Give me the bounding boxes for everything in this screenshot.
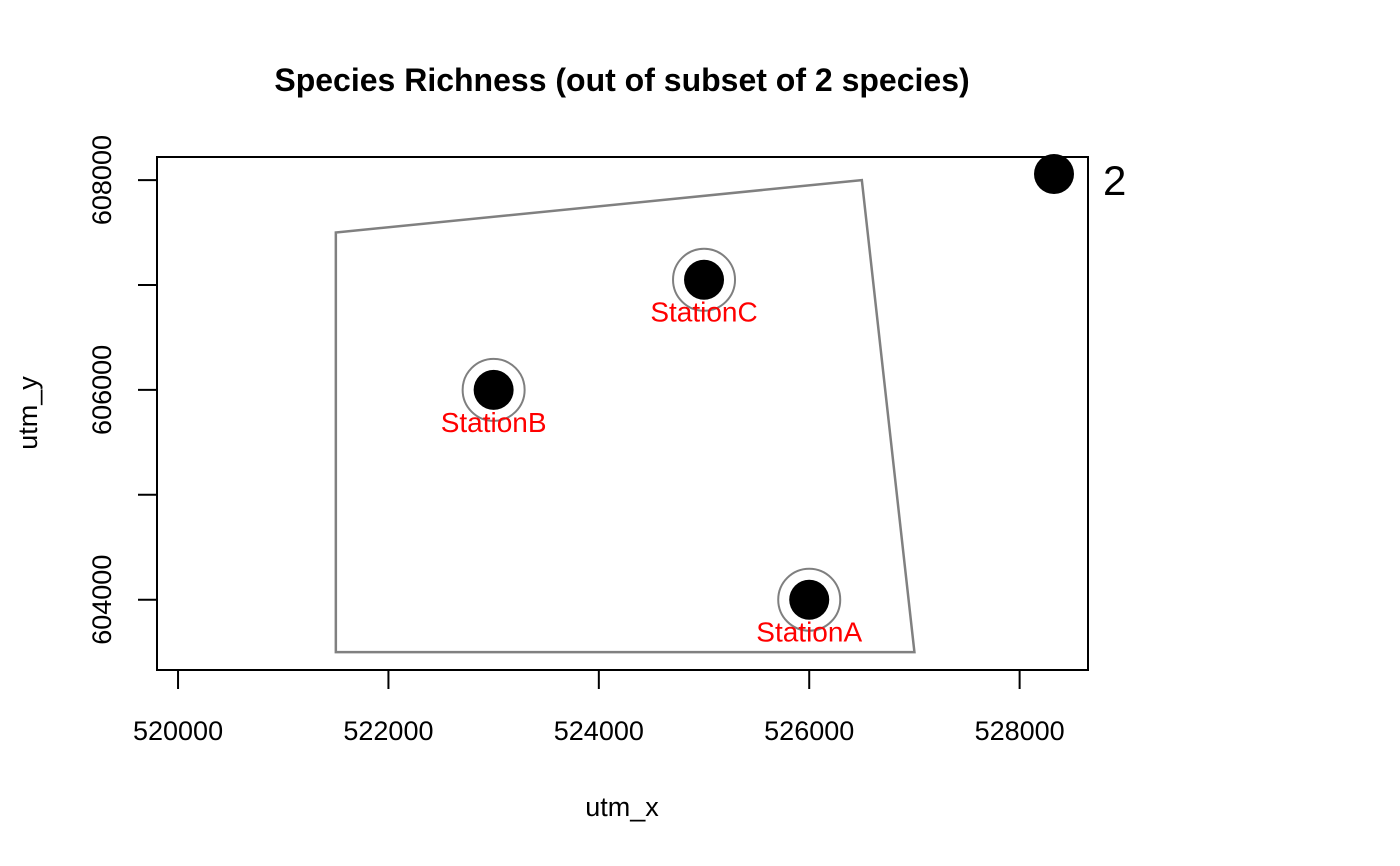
x-axis: 520000 522000 524000 526000 528000 — [133, 669, 1065, 746]
legend-point-marker — [1034, 154, 1074, 194]
legend-label: 2 — [1103, 157, 1126, 204]
y-axis-label: utm_y — [13, 376, 43, 450]
plot-area-frame — [156, 156, 1089, 671]
station-points-layer — [461, 247, 842, 632]
station-point-1 — [473, 369, 514, 410]
richness-legend: 2 — [1034, 154, 1126, 204]
y-axis: 604000 606000 608000 — [87, 135, 158, 645]
station-point-0 — [789, 579, 830, 620]
y-tick-label-4: 608000 — [87, 135, 117, 225]
x-tick-label-2: 524000 — [554, 716, 644, 746]
station-labels-layer: StationA StationB StationC — [441, 297, 863, 648]
chart-title: Species Richness (out of subset of 2 spe… — [274, 62, 969, 98]
y-tick-label-0: 604000 — [87, 555, 117, 645]
x-tick-label-1: 522000 — [343, 716, 433, 746]
station-label-1: StationB — [441, 407, 547, 438]
x-tick-label-4: 528000 — [975, 716, 1065, 746]
station-label-2: StationC — [650, 297, 757, 328]
x-tick-label-3: 526000 — [764, 716, 854, 746]
station-point-2 — [684, 259, 725, 300]
x-tick-label-0: 520000 — [133, 716, 223, 746]
study-area-polygon — [334, 178, 916, 654]
x-axis-label: utm_x — [585, 792, 659, 822]
station-label-0: StationA — [756, 617, 862, 648]
y-tick-label-2: 606000 — [87, 345, 117, 435]
study-area-polygon-layer — [334, 178, 916, 654]
